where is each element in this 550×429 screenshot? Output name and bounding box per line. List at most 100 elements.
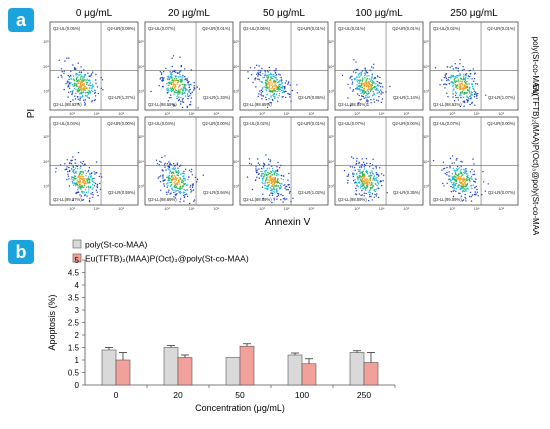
flow-event-dot xyxy=(190,83,192,86)
flow-event-dot xyxy=(360,98,362,101)
flow-event-dot xyxy=(84,194,86,197)
flow-event-dot xyxy=(173,87,176,90)
flow-event-dot xyxy=(382,86,384,88)
flow-event-dot xyxy=(275,86,277,88)
flow-event-dot xyxy=(77,180,79,183)
flow-event-dot xyxy=(366,185,369,187)
flow-event-dot xyxy=(182,86,184,89)
flow-event-dot xyxy=(276,173,278,175)
flow-event-dot xyxy=(267,76,270,78)
flow-y-tick-label: 10⁴ xyxy=(328,160,334,164)
flow-event-dot xyxy=(458,192,460,194)
flow-event-dot xyxy=(182,97,184,100)
flow-event-dot xyxy=(276,81,279,84)
flow-y-tick-label: 10⁴ xyxy=(423,65,429,69)
flow-event-dot xyxy=(94,173,96,175)
flow-event-dot xyxy=(265,187,268,190)
flow-event-dot xyxy=(453,181,455,183)
flow-event-dot xyxy=(355,78,357,80)
flow-event-dot xyxy=(77,102,80,105)
flow-event-dot xyxy=(277,100,279,102)
flow-event-dot xyxy=(369,88,371,90)
flow-event-dot xyxy=(372,83,374,85)
flow-event-dot xyxy=(467,188,469,190)
flow-event-dot xyxy=(261,170,263,173)
flow-event-dot xyxy=(167,177,170,180)
flow-event-dot xyxy=(182,172,184,175)
flow-event-dot xyxy=(68,87,71,90)
quadrant-label-ul: Q2-UL(0.04%) xyxy=(148,121,176,126)
flow-event-dot xyxy=(263,76,266,79)
flow-y-tick-label: 10³ xyxy=(44,184,50,188)
y-tick-label: 3 xyxy=(75,306,80,315)
flow-event-dot xyxy=(161,80,163,82)
flow-event-dot xyxy=(262,165,265,168)
flow-event-dot xyxy=(381,98,384,100)
flow-event-dot xyxy=(266,76,268,79)
flow-event-dot xyxy=(80,195,83,197)
flow-event-dot xyxy=(174,69,176,72)
flow-event-dot xyxy=(74,95,76,97)
flow-event-dot xyxy=(367,199,370,202)
flow-event-dot xyxy=(367,94,369,96)
flow-event-dot xyxy=(288,172,290,175)
flow-event-dot xyxy=(71,84,74,86)
flow-event-dot xyxy=(448,76,450,79)
flow-event-dot xyxy=(263,176,265,178)
flow-event-dot xyxy=(370,66,373,68)
quadrant-label-ll: Q2-LL(99.37%) xyxy=(53,197,82,202)
flow-event-dot xyxy=(360,184,362,186)
flow-event-dot xyxy=(71,91,74,93)
flow-event-dot xyxy=(272,94,274,96)
flow-event-dot xyxy=(172,178,174,181)
flow-event-dot xyxy=(75,83,77,85)
flow-event-dot xyxy=(471,194,474,196)
flow-event-dot xyxy=(88,199,91,202)
flow-event-dot xyxy=(97,195,99,197)
flow-event-dot xyxy=(470,175,473,178)
flow-event-dot xyxy=(81,81,83,84)
flow-event-dot xyxy=(177,171,179,173)
flow-event-dot xyxy=(85,191,88,194)
flow-event-dot xyxy=(271,83,273,85)
flow-event-dot xyxy=(371,181,373,184)
flow-event-dot xyxy=(368,78,371,80)
flow-event-dot xyxy=(355,61,357,63)
flow-event-dot xyxy=(364,91,366,93)
flow-event-dot xyxy=(89,92,91,94)
flow-event-dot xyxy=(374,190,376,192)
flow-event-dot xyxy=(355,187,357,190)
flow-y-tick-label: 10⁵ xyxy=(423,135,429,139)
flow-event-dot xyxy=(247,77,250,80)
flow-event-dot xyxy=(457,96,459,99)
flow-event-dot xyxy=(191,174,193,176)
flow-event-dot xyxy=(173,182,175,184)
flow-event-dot xyxy=(356,79,358,81)
flow-event-dot xyxy=(274,185,276,187)
quadrant-label-ul: Q2-UL(0.04%) xyxy=(53,121,81,126)
flow-event-dot xyxy=(452,187,454,189)
flow-event-dot xyxy=(181,93,183,96)
flow-event-dot xyxy=(87,79,89,82)
flow-x-tick-label: 10⁵ xyxy=(498,207,504,211)
bar xyxy=(101,349,117,386)
flow-event-dot xyxy=(365,71,368,73)
flow-event-dot xyxy=(452,93,454,95)
flow-event-dot xyxy=(193,87,195,89)
bar xyxy=(301,363,317,386)
flow-event-dot xyxy=(68,82,71,85)
flow-event-dot xyxy=(361,95,363,97)
flow-event-dot xyxy=(81,181,84,183)
flow-event-dot xyxy=(100,87,103,90)
flow-event-dot xyxy=(267,176,269,178)
flow-event-dot xyxy=(86,179,88,181)
flow-event-dot xyxy=(72,75,75,77)
flow-event-dot xyxy=(354,69,356,71)
flow-event-dot xyxy=(166,186,168,188)
flow-event-dot xyxy=(174,75,176,77)
flow-event-dot xyxy=(181,186,184,188)
flow-event-dot xyxy=(468,178,470,181)
flow-event-dot xyxy=(171,75,173,78)
quadrant-label-ll: Q2-LL(99.09%) xyxy=(433,197,462,202)
flow-event-dot xyxy=(466,101,469,103)
